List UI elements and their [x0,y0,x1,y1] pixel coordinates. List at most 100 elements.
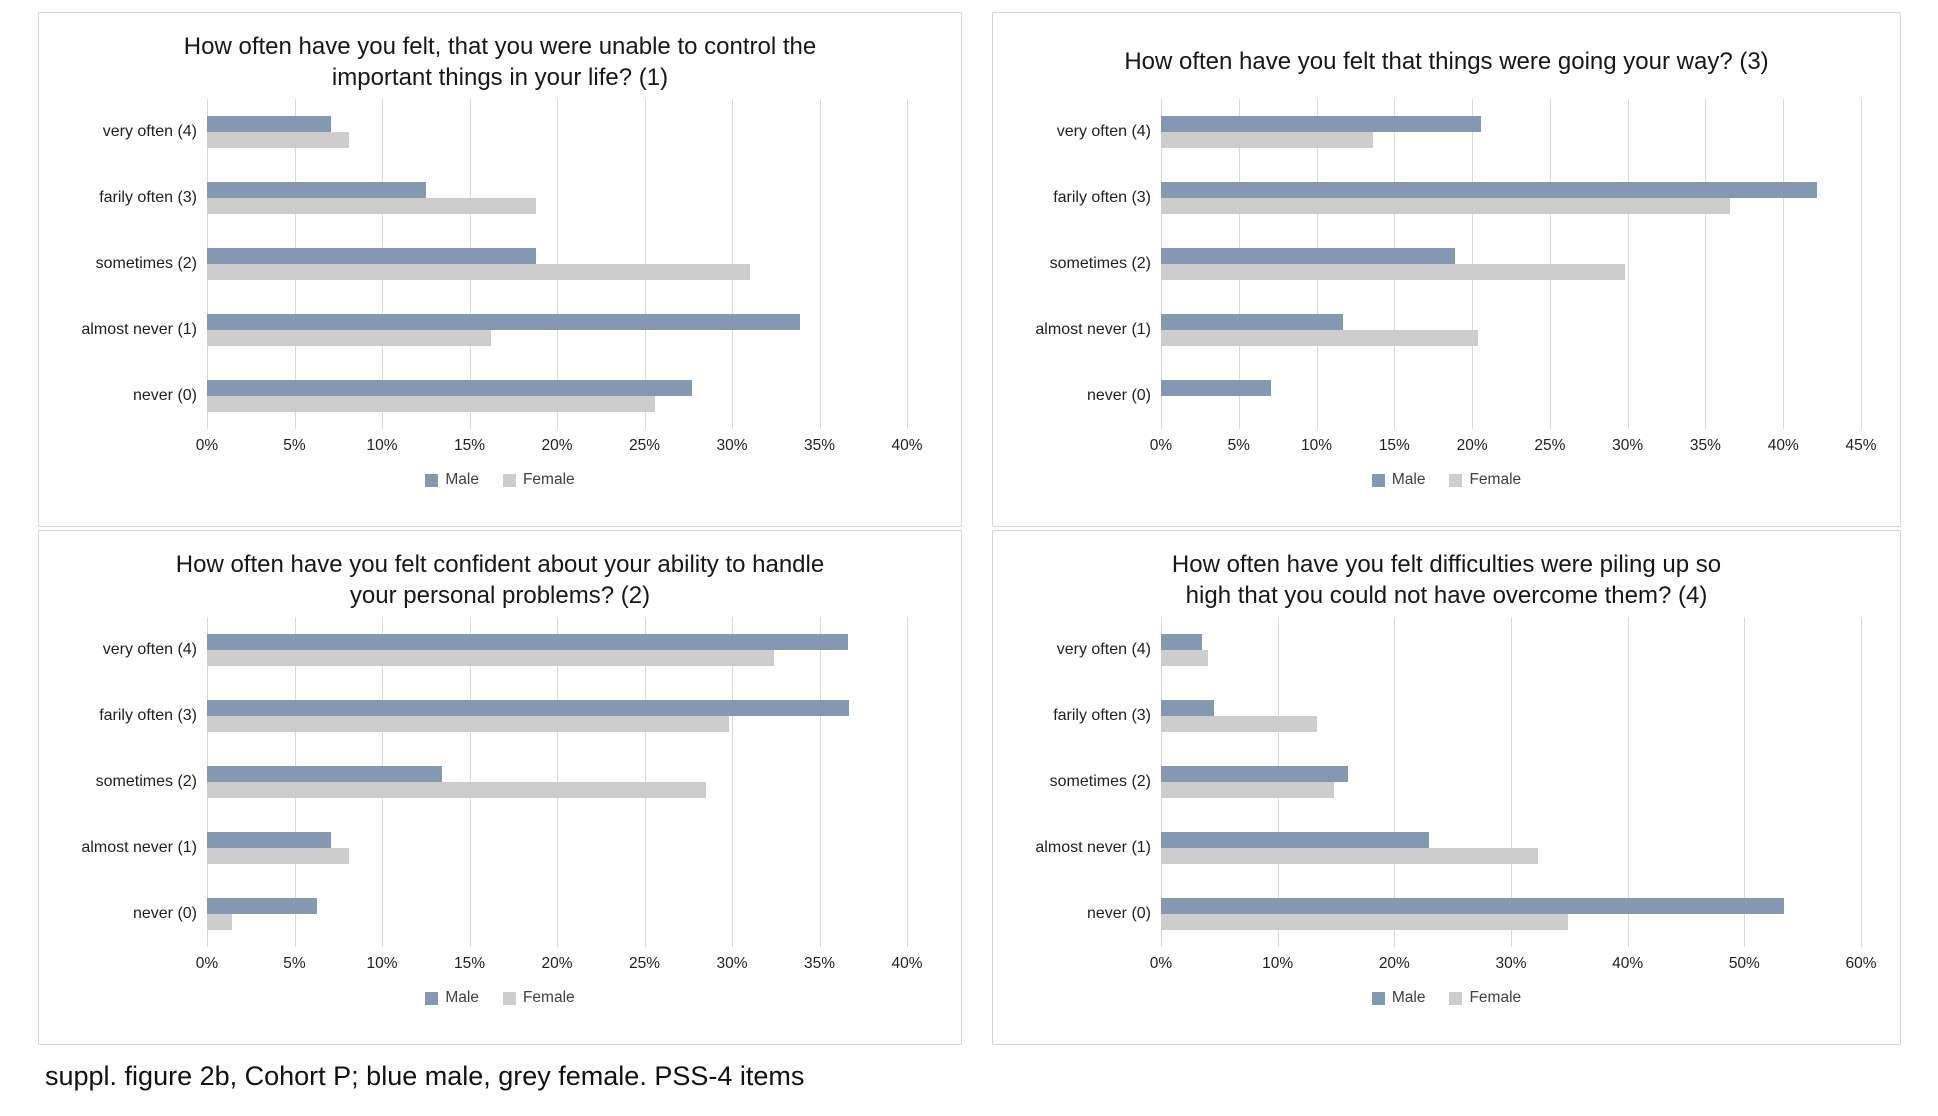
legend-item-male: Male [1371,989,1426,1007]
gridline [907,99,908,429]
category-label: never (0) [1086,387,1151,404]
x-tick-label: 20% [1378,955,1410,972]
female-bar [1161,264,1625,280]
bar-group [1161,815,1861,881]
plot-column: 0% 10% 20% 30% 40% 50% 60% [1150,617,1877,977]
x-tick-label: 15% [453,437,486,454]
bar-group [1161,165,1861,231]
gridline [907,617,908,947]
x-tick-label: 10% [366,955,398,972]
legend-item-female: Female [1449,989,1521,1007]
category-label: farily often (3) [99,707,197,724]
category-label: farily often (3) [1053,707,1151,724]
bar-group [207,363,907,429]
chart-title: How often have you felt confident about … [175,550,825,609]
male-bar [207,314,801,330]
x-tick-label: 35% [803,437,836,454]
plot-area [207,617,908,947]
legend-item-female: Female [1449,471,1521,489]
category-label: very often (4) [102,123,197,140]
plot-column: 0% 5% 10% 15% 20% 25% 30% 35% 40% 45% [1150,99,1877,459]
chart-body: very often (4) farily often (3) sometimes … [993,617,1900,977]
figure-caption: suppl. figure 2b, Cohort P; blue male, g… [45,1061,805,1091]
x-tick-label: 30% [716,437,748,454]
x-tick-label: 20% [541,955,573,972]
x-tick-label: 35% [1689,437,1721,454]
gridline [819,617,821,947]
x-tick-label: 45% [1845,437,1877,454]
category-label: almost never (1) [81,321,197,338]
category-label: very often (4) [1056,123,1151,140]
legend-label: Female [1469,471,1522,488]
bar-group [1161,363,1861,429]
bar-group [207,297,907,363]
x-tick-label: 0% [1149,437,1173,454]
gridline [1511,617,1512,947]
category-label: very often (4) [102,641,197,658]
female-bar [207,716,729,732]
gridline [1861,617,1862,947]
male-bar [207,248,536,264]
legend: Male Female [425,471,575,489]
female-swatch [1449,473,1463,487]
chart-title: How often have you felt, that you were u… [183,32,817,91]
gridline [1627,617,1629,947]
male-bar [1161,380,1272,396]
legend-item-female: Female [502,989,575,1007]
x-tick-label: 0% [1149,955,1173,972]
legend-label: Female [522,989,575,1006]
x-tick-label: 40% [1767,437,1799,454]
legend-label: Male [1391,989,1426,1006]
chart-panel-4: How often have you felt difficulties wer… [992,530,1901,1045]
bar-group [1161,617,1861,683]
chart-panel-1: How often have you felt, that you were u… [38,12,962,527]
x-tick-label: 30% [1612,437,1644,454]
x-axis: 0% 10% 20% 30% 40% 50% 60% [1150,947,1877,977]
plot-column: 0% 5% 10% 15% 20% 25% 30% 35% 40% [196,617,923,977]
x-tick-label: 10% [366,437,398,454]
plot-column: 0% 5% 10% 15% 20% 25% 30% 35% 40% [196,99,923,459]
female-bar [1161,716,1318,732]
male-bar [207,182,426,198]
chart-title: How often have you felt difficulties wer… [1171,550,1722,609]
x-tick-label: 25% [628,955,661,972]
male-bar [1161,898,1784,914]
x-tick-label: 5% [1227,437,1250,454]
legend-item-female: Female [502,471,575,489]
category-label: never (0) [1086,905,1151,922]
x-tick-label: 50% [1728,955,1760,972]
female-swatch [1449,991,1463,1005]
male-bar [1161,700,1214,716]
male-bar [207,832,332,848]
bar-group [207,683,907,749]
female-bar [1161,848,1538,864]
male-bar [1161,116,1482,132]
male-bar [1161,182,1818,198]
legend-label: Female [522,471,575,488]
bar-group [1161,749,1861,815]
category-label: almost never (1) [1035,839,1151,856]
male-bar [1161,832,1430,848]
category-label: very often (4) [1056,641,1151,658]
legend-label: Male [445,989,479,1006]
plot-area [1161,99,1862,429]
bar-group [207,881,907,947]
category-label: almost never (1) [81,839,197,856]
chart-body: very often (4) farily often (3) sometimes … [39,617,961,977]
chart-panel-3: How often have you felt confident about … [38,530,962,1045]
bar-group [207,815,907,881]
charts-grid: How often have you felt, that you were u… [38,12,1938,1045]
female-bar [1161,330,1479,346]
bar-group [1161,297,1861,363]
x-tick-label: 15% [453,955,486,972]
x-tick-label: 35% [803,955,836,972]
gridline [1705,99,1707,429]
male-bar [1161,634,1202,650]
category-label: almost never (1) [1035,321,1151,338]
x-tick-label: 10% [1262,955,1294,972]
female-bar [207,782,706,798]
x-tick-label: 25% [628,437,661,454]
bar-group [1161,881,1861,947]
x-tick-label: 30% [1495,955,1527,972]
plot-area [1161,617,1862,947]
